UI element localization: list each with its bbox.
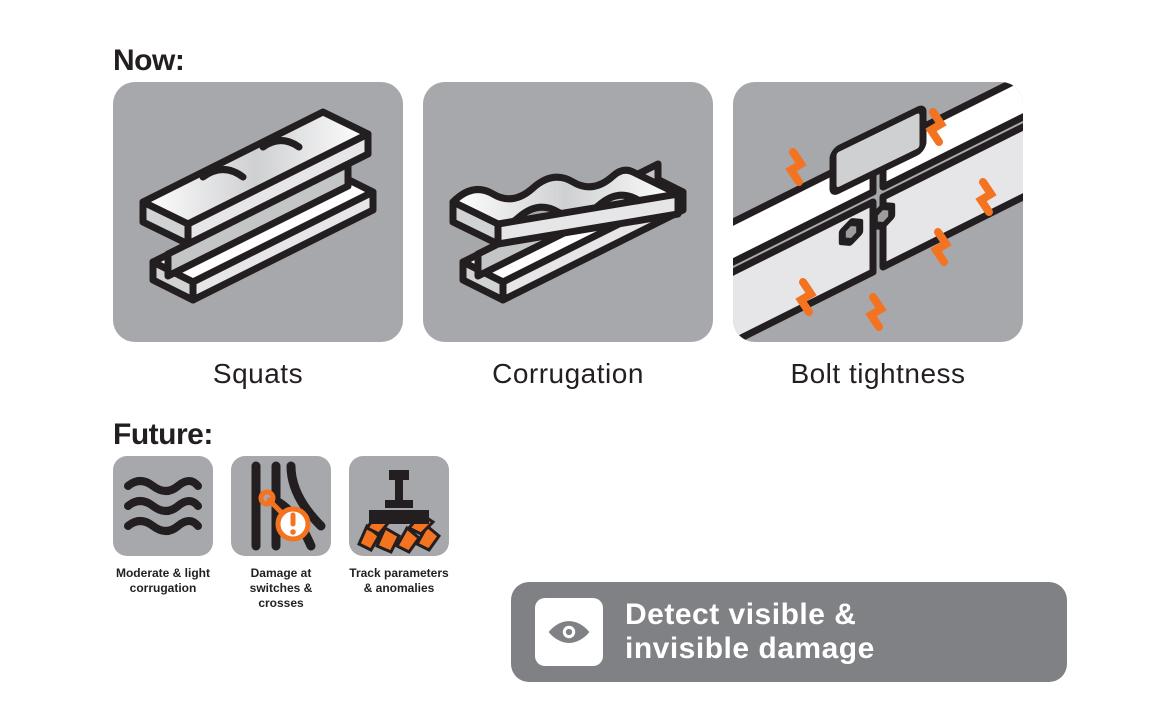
banner-text: Detect visible &invisible damage	[625, 598, 875, 667]
track-params-caption: Track parameters& anomalies	[349, 566, 448, 596]
waves-caption: Moderate & lightcorrugation	[116, 566, 210, 596]
eye-icon	[544, 607, 594, 657]
now-section-label: Now:	[113, 44, 184, 78]
now-card-squats: Squats	[113, 82, 403, 390]
corrugation-icon	[423, 82, 713, 342]
switches-caption: Damage atswitches & crosses	[231, 566, 331, 611]
eye-icon-box	[535, 598, 603, 666]
squats-icon	[113, 82, 403, 342]
track-params-icon	[349, 456, 449, 556]
switches-icon	[231, 456, 331, 556]
now-row: Squats	[113, 82, 1023, 390]
bolt-tightness-icon	[733, 82, 1023, 342]
corrugation-tile	[423, 82, 713, 342]
future-card-switches: Damage atswitches & crosses	[231, 456, 331, 611]
track-params-tile	[349, 456, 449, 556]
now-card-bolt: Bolt tightness	[733, 82, 1023, 390]
bolt-tile	[733, 82, 1023, 342]
future-row: Moderate & lightcorrugation Da	[113, 456, 449, 611]
squats-caption: Squats	[213, 358, 303, 390]
future-card-corrugation: Moderate & lightcorrugation	[113, 456, 213, 611]
waves-tile	[113, 456, 213, 556]
now-card-corrugation: Corrugation	[423, 82, 713, 390]
switches-tile	[231, 456, 331, 556]
bolt-caption: Bolt tightness	[790, 358, 965, 390]
future-card-track-params: Track parameters& anomalies	[349, 456, 449, 611]
detect-banner: Detect visible &invisible damage	[511, 582, 1067, 682]
squats-tile	[113, 82, 403, 342]
future-section-label: Future:	[113, 418, 213, 452]
waves-icon	[113, 456, 213, 556]
corrugation-caption: Corrugation	[492, 358, 644, 390]
